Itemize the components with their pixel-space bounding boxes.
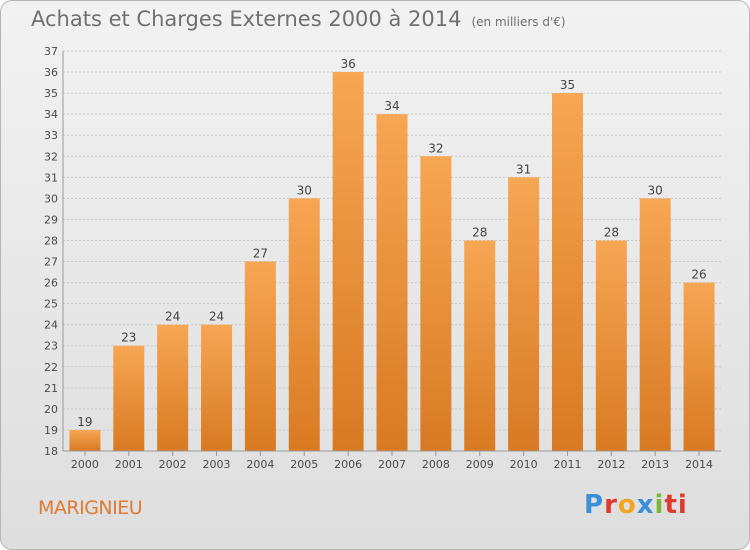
y-tick-label: 33: [44, 129, 58, 142]
x-tick-label: 2005: [290, 458, 318, 471]
y-tick-label: 37: [44, 45, 58, 58]
data-label: 24: [209, 310, 224, 324]
x-tick-label: 2006: [334, 458, 362, 471]
bars: [69, 72, 715, 452]
y-tick-label: 34: [44, 108, 58, 121]
bar-2014: [683, 282, 715, 451]
y-tick-label: 23: [44, 340, 58, 353]
logo-letter: P: [584, 490, 605, 520]
x-tick-label: 2008: [422, 458, 450, 471]
y-tick-label: 19: [44, 424, 58, 437]
data-labels: 19 23 24 24 27 30 36 34 32 28 31 35 28 30 26: [77, 57, 706, 429]
x-tick-label: 2009: [466, 458, 494, 471]
x-tick-label: 2003: [203, 458, 231, 471]
x-tick-label: 2000: [71, 458, 99, 471]
y-tick-label: 18: [44, 445, 58, 458]
data-label: 23: [121, 331, 136, 345]
y-tick-label: 28: [44, 234, 58, 247]
bar-2010: [508, 177, 540, 451]
data-label: 32: [428, 141, 443, 155]
x-tick-label: 2007: [378, 458, 406, 471]
logo-letter: ti: [664, 490, 688, 520]
y-tick-label: 26: [44, 277, 58, 290]
bar-2007: [376, 114, 408, 451]
y-tick-label: 31: [44, 171, 58, 184]
data-label: 24: [165, 310, 180, 324]
bar-2006: [332, 72, 364, 451]
location-name: MARIGNIEU: [38, 497, 143, 519]
bar-2002: [157, 324, 189, 451]
y-tick-label: 24: [44, 319, 58, 332]
bar-2000: [69, 429, 101, 451]
y-axis: 18 19 20 21 22 23 24 25 26 27 28 29 30 31 32 33 34 35 36 37: [44, 45, 64, 458]
data-label: 27: [253, 247, 268, 261]
bar-2013: [639, 198, 671, 451]
bar-2008: [420, 156, 452, 451]
chart-title: Achats et Charges Externes 2000 à 2014 (e…: [31, 7, 566, 31]
bar-2001: [113, 345, 145, 451]
x-tick-label: 2002: [159, 458, 187, 471]
unit-label: (en milliers d'€): [471, 15, 566, 29]
data-label: 31: [516, 162, 531, 176]
data-label: 28: [604, 225, 619, 239]
proxiti-logo: Proxiti: [584, 490, 688, 520]
bar-2005: [288, 198, 320, 451]
data-label: 30: [648, 183, 663, 197]
logo-letter: i: [654, 490, 665, 520]
y-tick-label: 36: [44, 66, 58, 79]
y-tick-label: 21: [44, 382, 58, 395]
data-label: 19: [77, 415, 92, 429]
data-label: 34: [384, 99, 399, 113]
logo-letter: o: [617, 490, 637, 520]
x-axis: 2000 2001 2002 2003 2004 2005 2006 2007 2008 2009…: [63, 450, 721, 471]
y-tick-label: 35: [44, 87, 58, 100]
y-tick-label: 25: [44, 298, 58, 311]
data-label: 35: [560, 78, 575, 92]
x-tick-label: 2001: [115, 458, 143, 471]
x-tick-label: 2012: [597, 458, 625, 471]
bar-2003: [201, 324, 233, 451]
x-tick-label: 2011: [553, 458, 581, 471]
data-label: 36: [340, 57, 355, 71]
y-tick-label: 29: [44, 213, 58, 226]
bar-2004: [244, 261, 276, 451]
bar-2011: [551, 93, 583, 452]
logo-letter: r: [604, 490, 618, 520]
y-tick-label: 32: [44, 150, 58, 163]
logo-letter: x: [636, 490, 655, 520]
y-tick-label: 22: [44, 361, 58, 374]
data-label: 28: [472, 225, 487, 239]
bar-2009: [464, 240, 496, 451]
data-label: 30: [297, 183, 312, 197]
bar-2012: [595, 240, 627, 451]
title-text: Achats et Charges Externes 2000 à 2014: [31, 7, 462, 31]
x-tick-label: 2010: [510, 458, 538, 471]
x-tick-label: 2014: [685, 458, 713, 471]
data-label: 26: [691, 268, 706, 282]
y-tick-label: 30: [44, 192, 58, 205]
x-tick-label: 2013: [641, 458, 669, 471]
y-tick-label: 27: [44, 256, 58, 269]
x-tick-label: 2004: [246, 458, 274, 471]
y-tick-label: 20: [44, 403, 58, 416]
